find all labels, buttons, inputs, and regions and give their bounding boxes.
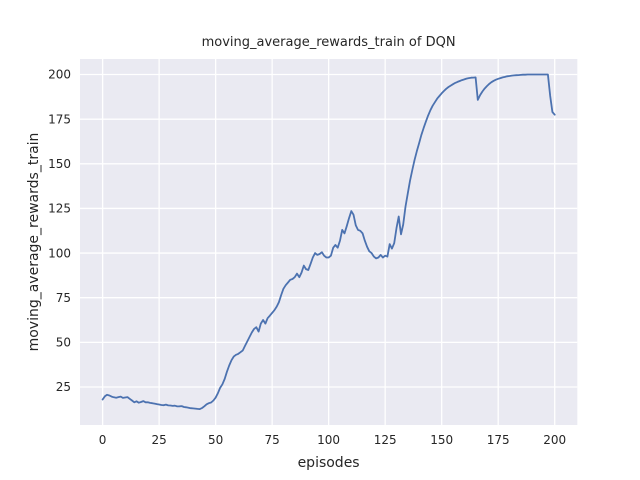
y-tick-label: 150 bbox=[48, 157, 71, 171]
x-tick-label: 0 bbox=[99, 433, 107, 447]
y-tick-label: 200 bbox=[48, 68, 71, 82]
y-tick-label: 50 bbox=[56, 336, 71, 350]
x-tick-label: 100 bbox=[317, 433, 340, 447]
series-layer bbox=[101, 73, 556, 411]
x-axis-label: episodes bbox=[298, 455, 360, 471]
y-tick-label: 175 bbox=[48, 112, 71, 126]
x-tick-label: 25 bbox=[151, 433, 166, 447]
y-tick-label: 100 bbox=[48, 246, 71, 260]
x-tick-label: 75 bbox=[264, 433, 279, 447]
y-axis-label: moving_average_rewards_train bbox=[26, 133, 42, 352]
data-line bbox=[101, 73, 556, 411]
x-tick-label: 125 bbox=[374, 433, 397, 447]
x-tick-label: 150 bbox=[430, 433, 453, 447]
x-tick-label: 175 bbox=[487, 433, 510, 447]
x-tick-label: 50 bbox=[208, 433, 223, 447]
x-tick-label: 200 bbox=[543, 433, 566, 447]
chart-title: moving_average_rewards_train of DQN bbox=[202, 35, 456, 50]
gridline-layer bbox=[80, 59, 578, 425]
y-tick-label: 25 bbox=[56, 380, 71, 394]
y-tick-label: 75 bbox=[56, 291, 71, 305]
y-tick-label: 125 bbox=[48, 202, 71, 216]
tick-label-layer: 0 25 50 75 100 125 150 175 200 25 50 75 100 125 150 175… bbox=[48, 68, 566, 447]
